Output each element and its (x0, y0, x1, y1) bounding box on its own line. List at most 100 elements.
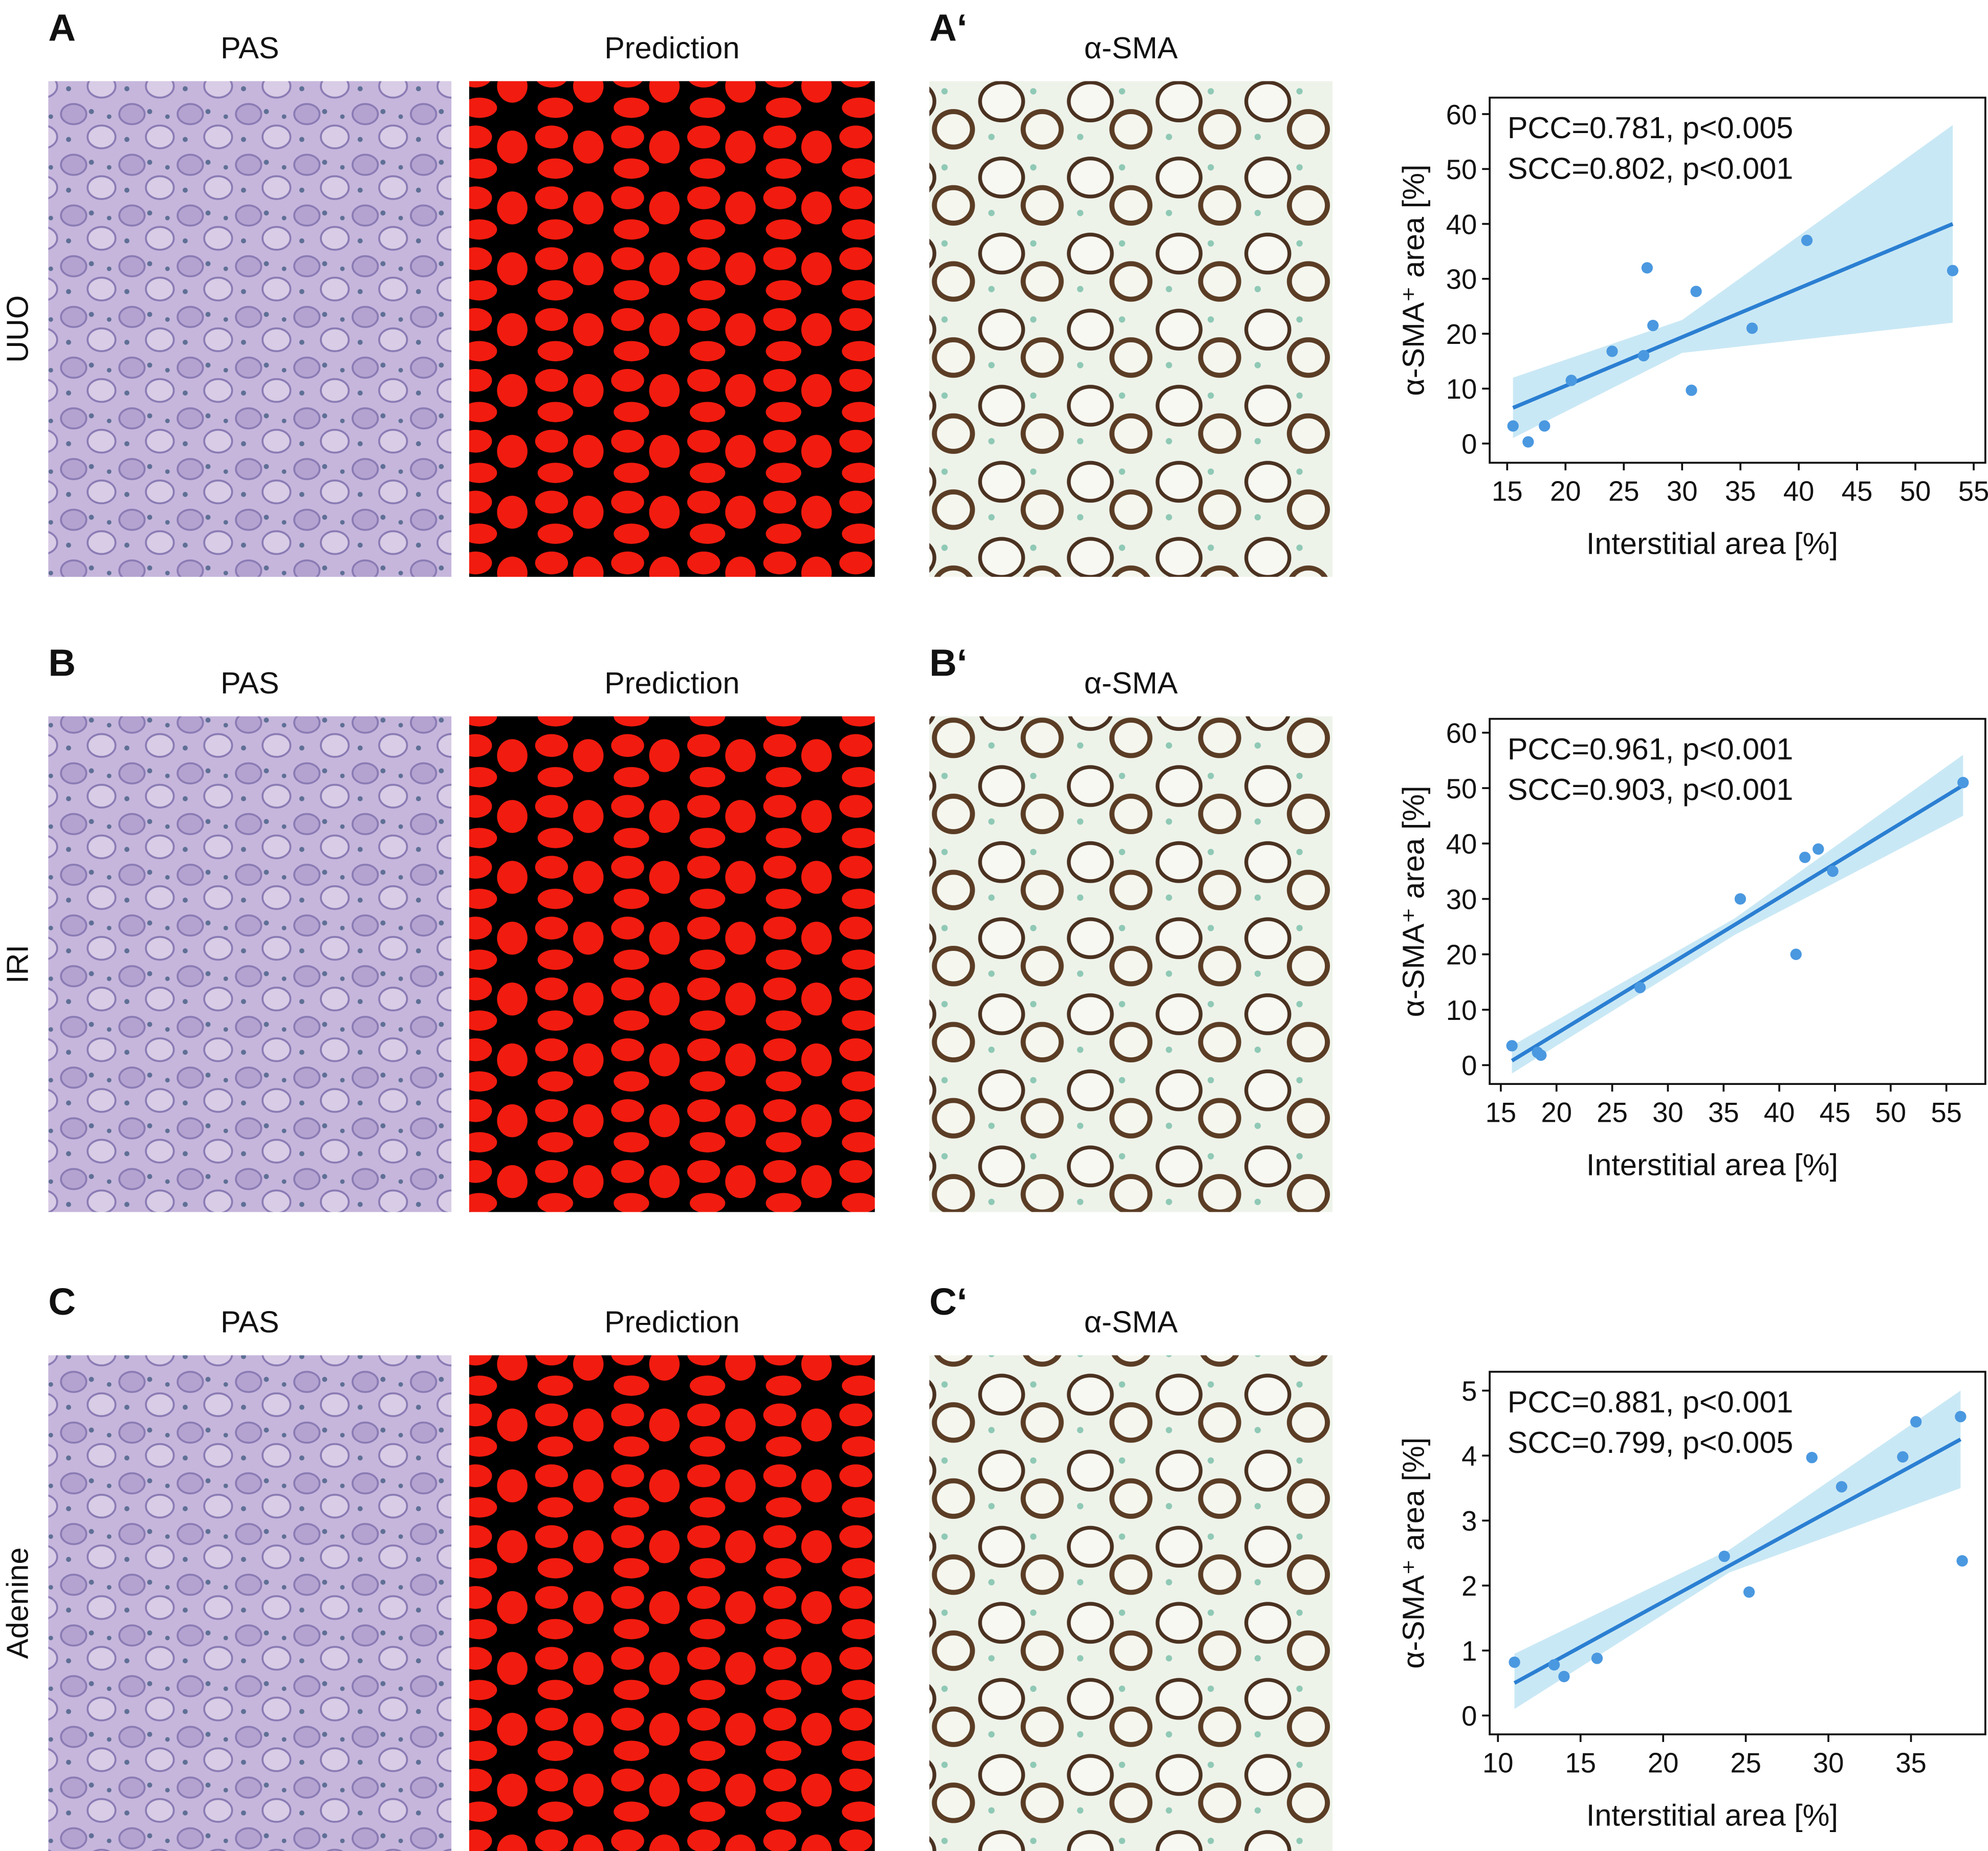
x-tick-label: 20 (1648, 1747, 1679, 1778)
confidence-band (1514, 1390, 1961, 1709)
data-point (1509, 1656, 1520, 1668)
data-point (1539, 420, 1550, 432)
image-title: Prediction (604, 1305, 739, 1339)
y-tick-label: 40 (1446, 209, 1477, 240)
data-point (1897, 1451, 1909, 1463)
micrograph (469, 1355, 875, 1851)
x-tick-label: 15 (1492, 476, 1523, 507)
y-axis-label: α-SMA⁺ area [%] (1396, 1438, 1430, 1669)
micrograph (48, 81, 452, 577)
data-point (1637, 350, 1650, 362)
data-point (1507, 420, 1519, 432)
data-point (1641, 262, 1653, 274)
image-title: α-SMA (1084, 666, 1178, 700)
x-tick-label: 25 (1608, 476, 1640, 507)
data-point (1647, 319, 1659, 332)
data-point (1686, 384, 1697, 396)
x-tick-label: 45 (1842, 476, 1873, 507)
micrograph (929, 81, 1332, 577)
fit-line (1511, 783, 1964, 1062)
panel-letter: B‘ (929, 641, 967, 684)
fit-line (1512, 222, 1954, 410)
y-tick-label: 60 (1446, 718, 1477, 749)
x-tick-label: 35 (1708, 1097, 1739, 1128)
data-point (1827, 865, 1839, 877)
data-point (1606, 345, 1618, 357)
data-point (1812, 843, 1824, 855)
y-tick-label: 10 (1446, 995, 1477, 1026)
data-point (1690, 286, 1702, 297)
x-tick-label: 15 (1485, 1097, 1517, 1128)
row-label: Adenine (1, 1548, 35, 1659)
y-tick-label: 30 (1446, 884, 1477, 915)
image-title: Prediction (604, 666, 739, 700)
micrograph (48, 1355, 452, 1851)
data-point (1558, 1670, 1570, 1683)
x-tick-label: 55 (1958, 476, 1988, 507)
panel-letter: A (48, 6, 76, 49)
image-title: PAS (221, 1305, 279, 1339)
y-axis-label: α-SMA⁺ area [%] (1396, 786, 1430, 1017)
data-point (1634, 982, 1646, 993)
y-tick-label: 50 (1446, 154, 1477, 185)
data-point (1565, 375, 1577, 386)
data-point (1955, 1411, 1967, 1423)
y-tick-label: 3 (1461, 1506, 1477, 1537)
x-tick-label: 40 (1764, 1097, 1795, 1128)
annotation: PCC=0.961, p<0.001 (1508, 732, 1793, 766)
y-tick-label: 10 (1446, 374, 1477, 405)
data-point (1790, 948, 1802, 960)
data-point (1535, 1049, 1547, 1061)
data-point (1506, 1040, 1518, 1052)
x-tick-label: 55 (1931, 1097, 1962, 1128)
data-point (1956, 1555, 1968, 1567)
data-point (1591, 1652, 1603, 1664)
x-tick-label: 35 (1895, 1747, 1927, 1778)
image-title: Prediction (604, 31, 739, 65)
data-point (1806, 1452, 1818, 1464)
row-label: UUO (1, 295, 35, 363)
data-point (1718, 1551, 1730, 1562)
y-tick-label: 1 (1461, 1636, 1477, 1667)
x-tick-label: 15 (1565, 1747, 1596, 1778)
x-tick-label: 50 (1900, 476, 1931, 507)
y-tick-label: 5 (1461, 1376, 1477, 1407)
x-tick-label: 40 (1783, 476, 1815, 507)
plot-frame (1489, 1370, 1986, 1735)
data-point (1743, 1586, 1755, 1598)
x-axis-label: Interstitial area [%] (1586, 1798, 1838, 1832)
annotation: SCC=0.799, p<0.005 (1508, 1425, 1793, 1460)
x-tick-label: 50 (1875, 1097, 1906, 1128)
data-point (1801, 234, 1813, 246)
micrograph (469, 716, 875, 1212)
x-tick-label: 10 (1482, 1747, 1514, 1778)
x-tick-label: 30 (1667, 476, 1698, 507)
annotation: SCC=0.903, p<0.001 (1508, 772, 1793, 807)
y-tick-label: 30 (1446, 264, 1477, 295)
row-label: IRI (1, 945, 35, 984)
panel-letter: C‘ (929, 1280, 967, 1323)
panel-letter: C (48, 1280, 76, 1323)
panel-letter: A‘ (929, 6, 967, 49)
x-axis-label: Interstitial area [%] (1586, 1148, 1838, 1182)
image-title: PAS (221, 31, 279, 65)
y-tick-label: 0 (1461, 1050, 1477, 1081)
micrograph (929, 1355, 1332, 1851)
annotation: PCC=0.781, p<0.005 (1508, 111, 1793, 145)
data-point (1799, 852, 1811, 863)
y-tick-label: 40 (1446, 829, 1477, 860)
x-tick-label: 25 (1597, 1097, 1628, 1128)
micrograph (469, 81, 875, 577)
y-tick-label: 60 (1446, 99, 1477, 130)
plot-frame (1489, 96, 1986, 464)
x-tick-label: 25 (1730, 1747, 1761, 1778)
plot-frame (1489, 717, 1986, 1085)
x-tick-label: 35 (1725, 476, 1756, 507)
y-tick-label: 20 (1446, 319, 1477, 350)
x-tick-label: 45 (1820, 1097, 1851, 1128)
data-point (1734, 893, 1746, 905)
data-point (1548, 1659, 1560, 1671)
y-tick-label: 0 (1461, 429, 1477, 460)
